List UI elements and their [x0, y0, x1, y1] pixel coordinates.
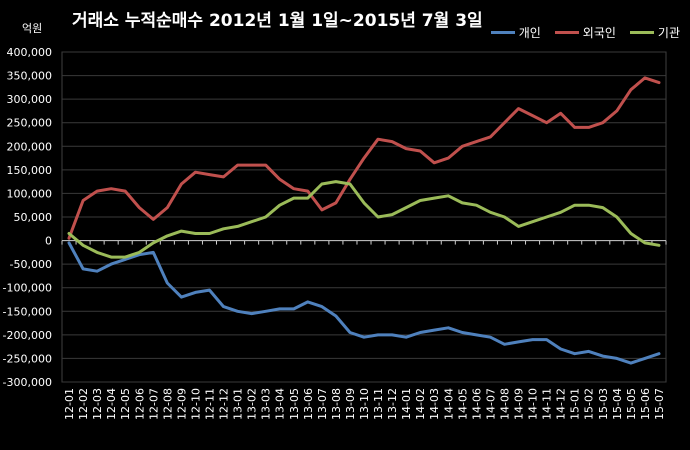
series-line-개인 — [67, 241, 661, 365]
x-tick-label: 13-06 — [302, 388, 315, 420]
series-line-기관 — [67, 180, 661, 259]
y-tick-label: 50,000 — [14, 211, 53, 224]
legend-item: 외국인 — [554, 24, 616, 41]
x-tick-label: 15-07 — [653, 388, 666, 420]
x-tick-label: 13-04 — [274, 388, 287, 420]
x-tick-label: 13-09 — [344, 388, 357, 420]
y-tick-label: 200,000 — [7, 140, 53, 153]
x-tick-label: 12-05 — [119, 388, 132, 420]
legend-item: 기관 — [629, 24, 680, 41]
x-tick-label: 13-11 — [372, 388, 385, 420]
y-axis-unit-label: 억원 — [22, 22, 43, 35]
x-tick-label: 14-08 — [498, 388, 511, 420]
x-tick-label: 15-02 — [583, 388, 596, 420]
y-tick-label: -100,000 — [3, 282, 52, 295]
x-tick-label: 15-04 — [611, 388, 624, 420]
y-tick-label: 250,000 — [7, 117, 53, 130]
x-tick-label: 12-02 — [77, 388, 90, 420]
x-tick-label: 13-07 — [316, 388, 329, 420]
y-tick-label: -250,000 — [3, 352, 52, 365]
x-tick-label: 13-01 — [232, 388, 245, 420]
x-tick-label: 14-04 — [442, 388, 455, 420]
y-tick-label: 300,000 — [7, 93, 53, 106]
x-tick-label: 13-10 — [358, 388, 371, 420]
x-tick-label: 14-07 — [484, 388, 497, 420]
x-tick-label: 14-12 — [555, 388, 568, 420]
y-tick-label: 150,000 — [7, 164, 53, 177]
x-tick-label: 14-06 — [470, 388, 483, 420]
x-tick-label: 13-02 — [246, 388, 259, 420]
legend-item: 개인 — [490, 24, 541, 41]
y-tick-label: 350,000 — [7, 70, 53, 83]
x-tick-label: 14-02 — [414, 388, 427, 420]
x-tick-label: 13-03 — [260, 388, 273, 420]
x-tick-label: 12-08 — [161, 388, 174, 420]
x-tick-label: 13-08 — [330, 388, 343, 420]
x-tick-label: 14-03 — [428, 388, 441, 420]
x-tick-label: 14-10 — [527, 388, 540, 420]
x-tick-label: 12-10 — [189, 388, 202, 420]
y-tick-label: -50,000 — [10, 258, 52, 271]
y-tick-label: -200,000 — [3, 329, 52, 342]
legend-swatch — [490, 31, 515, 34]
x-tick-label: 15-01 — [569, 388, 582, 420]
legend-swatch — [629, 31, 654, 34]
chart-title: 거래소 누적순매수 2012년 1월 1일~2015년 7월 3일 — [72, 11, 483, 31]
y-tick-label: -300,000 — [3, 376, 52, 389]
x-tick-label: 12-04 — [105, 388, 118, 420]
x-tick-label: 12-07 — [147, 388, 160, 420]
x-tick-label: 14-05 — [456, 388, 469, 420]
x-tick-label: 13-05 — [288, 388, 301, 420]
x-tick-label: 13-12 — [386, 388, 399, 420]
y-tick-label: 100,000 — [7, 187, 53, 200]
series-line-외국인 — [67, 76, 661, 240]
legend-swatch — [554, 31, 579, 34]
legend-label: 기관 — [657, 26, 680, 40]
x-tick-label: 12-06 — [133, 388, 146, 420]
x-tick-label: 15-06 — [639, 388, 652, 420]
x-tick-label: 12-11 — [203, 388, 216, 420]
legend-label: 외국인 — [582, 26, 616, 40]
x-tick-label: 15-05 — [625, 388, 638, 420]
x-tick-label: 14-11 — [541, 388, 554, 420]
x-tick-label: 12-12 — [218, 388, 231, 420]
x-tick-label: 12-03 — [91, 388, 104, 420]
x-tick-label: 12-09 — [175, 388, 188, 420]
x-tick-label: 12-01 — [63, 388, 76, 420]
y-tick-label: -150,000 — [3, 305, 52, 318]
x-tick-label: 14-09 — [513, 388, 526, 420]
legend-label: 개인 — [518, 26, 541, 40]
y-tick-label: 0 — [45, 235, 52, 248]
x-tick-label: 15-03 — [597, 388, 610, 420]
y-tick-label: 400,000 — [7, 46, 53, 59]
chart-legend: 개인 외국인 기관 — [490, 24, 680, 41]
x-tick-label: 14-01 — [400, 388, 413, 420]
